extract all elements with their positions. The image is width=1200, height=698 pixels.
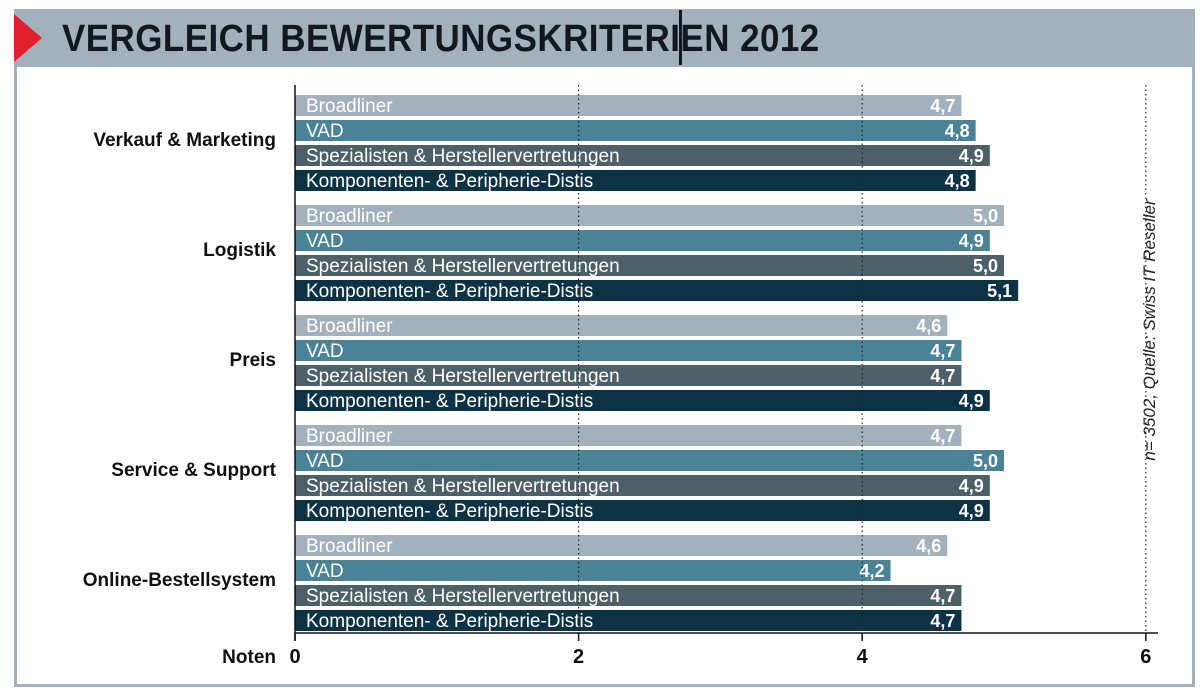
bar-value-label: 4,9 xyxy=(959,391,984,411)
category-label: Online-Bestellsystem xyxy=(83,570,276,591)
x-tick-label: 4 xyxy=(857,646,869,668)
bar xyxy=(295,425,962,446)
bar-series-label: Komponenten- & Peripherie-Distis xyxy=(306,611,593,632)
bar-value-label: 4,7 xyxy=(930,96,955,116)
title-separator xyxy=(679,10,682,65)
bar-value-label: 5,0 xyxy=(973,451,998,471)
bar-value-label: 5,0 xyxy=(973,206,998,226)
bar-series-label: Broadliner xyxy=(306,536,393,557)
bar-value-label: 4,9 xyxy=(959,146,984,166)
bar-series-label: Komponenten- & Peripherie-Distis xyxy=(306,281,593,302)
bar-value-label: 4,9 xyxy=(959,231,984,251)
bar xyxy=(295,170,976,191)
bar xyxy=(295,500,990,521)
bar xyxy=(295,95,962,116)
bar-series-label: VAD xyxy=(306,561,344,582)
bar-value-label: 4,7 xyxy=(930,366,955,386)
chart-title: VERGLEICH BEWERTUNGSKRITERIEN 2012 xyxy=(62,18,820,60)
bar xyxy=(295,255,1004,276)
bar-value-label: 4,8 xyxy=(945,121,970,141)
bar xyxy=(295,585,962,606)
x-tick-label: 0 xyxy=(289,646,300,668)
bar-series-label: Broadliner xyxy=(306,96,393,117)
bar xyxy=(295,280,1019,301)
category-label: Service & Support xyxy=(111,460,276,481)
bar-series-label: VAD xyxy=(306,121,344,142)
bar xyxy=(295,205,1004,226)
bar xyxy=(295,535,948,556)
bar xyxy=(295,560,891,581)
bar-series-label: Spezialisten & Herstellervertretungen xyxy=(306,476,620,497)
bar-value-label: 4,2 xyxy=(860,561,885,581)
bar-value-label: 4,6 xyxy=(916,316,941,336)
bar-series-label: Broadliner xyxy=(306,316,393,337)
bar-series-label: Broadliner xyxy=(306,426,393,447)
category-label: Preis xyxy=(230,350,276,371)
bar-value-label: 4,9 xyxy=(959,476,984,496)
bar-series-label: Spezialisten & Herstellervertretungen xyxy=(306,586,620,607)
bar-series-label: Spezialisten & Herstellervertretungen xyxy=(306,256,620,277)
bar-value-label: 5,0 xyxy=(973,256,998,276)
x-tick-label: 2 xyxy=(573,646,584,668)
bar-value-label: 4,8 xyxy=(945,171,970,191)
bar-series-label: Komponenten- & Peripherie-Distis xyxy=(306,501,593,522)
bar-value-label: 4,6 xyxy=(916,536,941,556)
x-axis-label: Noten xyxy=(222,647,276,668)
category-label: Verkauf & Marketing xyxy=(93,130,276,151)
bar-series-label: VAD xyxy=(306,231,344,252)
bar xyxy=(295,120,976,141)
bar-series-label: Spezialisten & Herstellervertretungen xyxy=(306,146,620,167)
bar-series-label: VAD xyxy=(306,341,344,362)
bar xyxy=(295,365,962,386)
red-arrow-icon xyxy=(14,14,42,62)
bar xyxy=(295,315,948,336)
bar xyxy=(295,390,990,411)
bar-series-label: Komponenten- & Peripherie-Distis xyxy=(306,391,593,412)
bar-series-label: Spezialisten & Herstellervertretungen xyxy=(306,366,620,387)
chart-border xyxy=(14,9,1195,687)
bar-value-label: 4,9 xyxy=(959,501,984,521)
bar-value-label: 4,7 xyxy=(930,341,955,361)
bar xyxy=(295,450,1004,471)
bar-value-label: 4,7 xyxy=(930,611,955,631)
bar-value-label: 4,7 xyxy=(930,426,955,446)
bar-series-label: Komponenten- & Peripherie-Distis xyxy=(306,171,593,192)
bar-series-label: VAD xyxy=(306,451,344,472)
bar-value-label: 4,7 xyxy=(930,586,955,606)
bar-series-label: Broadliner xyxy=(306,206,393,227)
bar xyxy=(295,230,990,251)
title-bar xyxy=(14,9,1195,67)
category-label: Logistik xyxy=(203,240,276,261)
bar xyxy=(295,145,990,166)
bar xyxy=(295,475,990,496)
bar xyxy=(295,610,962,631)
bar-value-label: 5,1 xyxy=(987,281,1012,301)
bar xyxy=(295,340,962,361)
x-tick-label: 6 xyxy=(1140,646,1151,668)
